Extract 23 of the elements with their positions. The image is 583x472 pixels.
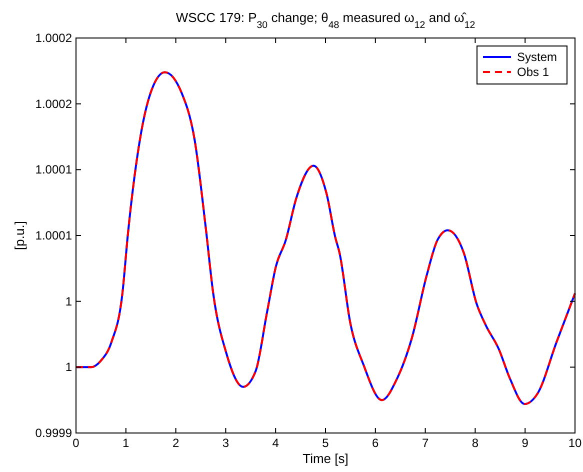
y-tick-label: 1 — [65, 360, 72, 374]
x-tick-label: 4 — [272, 436, 280, 450]
x-axis-title: Time [s] — [302, 451, 348, 466]
x-tick-label: 6 — [372, 436, 380, 450]
x-tick-label: 1 — [122, 436, 130, 450]
legend-label: Obs 1 — [517, 65, 550, 79]
y-tick-label: 1.0002 — [35, 31, 72, 45]
y-tick-label: 0.9999 — [35, 426, 72, 440]
x-tick-label: 7 — [422, 436, 429, 450]
x-tick-label: 5 — [322, 436, 330, 450]
x-tick-label: 8 — [472, 436, 479, 450]
y-tick-label: 1.0001 — [35, 228, 72, 242]
y-axis-title: [p.u.] — [12, 221, 27, 250]
x-tick-label: 3 — [222, 436, 230, 450]
x-tick-label: 9 — [522, 436, 529, 450]
x-tick-label: 0 — [72, 436, 80, 450]
chart-title: WSCC 179: P$_{30}$ change; θ$_{48}$ measured ω$_{12}$ and ω̂$_{12}$ — [176, 10, 476, 30]
x-tick-label: 10 — [568, 436, 582, 450]
y-tick-label: 1.0002 — [35, 96, 72, 111]
y-tick-label: 1 — [65, 294, 72, 308]
y-tick-label: 1.0001 — [35, 162, 72, 177]
x-tick-label: 2 — [172, 436, 180, 450]
legend-label: System — [517, 50, 558, 64]
